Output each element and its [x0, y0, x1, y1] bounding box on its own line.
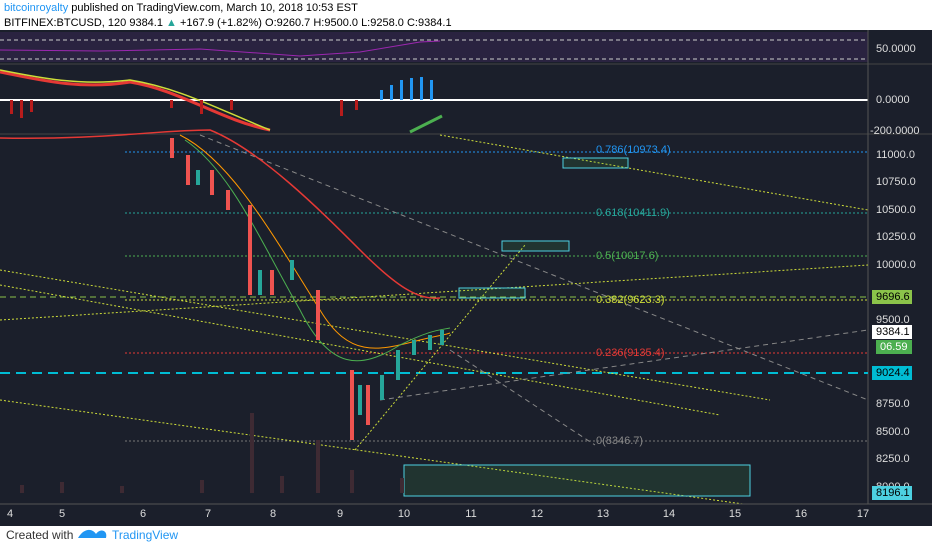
axis-label: 7 — [205, 508, 211, 520]
symbol: BITFINEX:BTCUSD, 120 — [4, 17, 127, 29]
fib-label: 0.5(10017.6) — [596, 250, 658, 262]
published: published on TradingView.com, March 10, … — [71, 2, 358, 14]
author[interactable]: bitcoinroyalty — [4, 2, 69, 14]
ma-mid — [179, 134, 451, 349]
axis-label: 11000.0 — [876, 149, 915, 161]
macd-histogram — [10, 100, 358, 118]
price-tag: 9384.1 — [876, 326, 910, 338]
price-tag: 9024.4 — [876, 367, 910, 379]
brand-logo — [78, 529, 107, 538]
symbol-line: BITFINEX:BTCUSD, 120 9384.1 ▲ +167.9 (+1… — [4, 17, 452, 29]
axis-label: 17 — [857, 508, 869, 520]
price-tag: 9696.6 — [876, 291, 910, 303]
axis-label: 10250.0 — [876, 231, 916, 243]
price-tag: 06.59 — [880, 341, 908, 353]
close: C:9384.1 — [406, 17, 452, 29]
axis-label: 10000.0 — [876, 259, 916, 271]
tag-bg — [876, 340, 912, 354]
brand-name[interactable]: TradingView — [112, 528, 178, 542]
signal-line — [0, 69, 271, 131]
axis-label: 8 — [270, 508, 276, 520]
volume-bars — [20, 413, 404, 493]
ma-fast — [184, 139, 451, 362]
axis-label: 15 — [729, 508, 741, 520]
target-boxes — [403, 157, 751, 497]
ma-slow — [0, 129, 441, 299]
trend-lines — [0, 134, 869, 506]
axis-label: 8250.0 — [876, 453, 910, 465]
open: O:9260.7 — [265, 17, 311, 29]
fib-label: 0.382(9623.3) — [596, 294, 665, 306]
footer-text: Created with — [6, 528, 73, 542]
tag-bg — [872, 486, 912, 500]
macd-line — [409, 114, 443, 134]
axis-label: 4 — [7, 508, 13, 520]
axis-label: 8500.0 — [876, 426, 910, 438]
axis-label: 9 — [337, 508, 343, 520]
projection-lines — [199, 134, 869, 446]
fib-label: 0.618(10411.9) — [596, 207, 670, 219]
tag-bg — [872, 290, 912, 304]
axis-label: 5 — [59, 508, 65, 520]
rsi-line — [0, 40, 441, 57]
axis-label: 9500.0 — [876, 314, 910, 326]
time-axis: 4 5 6 7 8 9 10 11 12 13 14 15 16 17 — [7, 508, 869, 520]
tag-bg — [872, 366, 912, 380]
chart: 0.786(10973.4) 0.618(10411.9) 0.5(10017.… — [0, 30, 932, 542]
rsi-panel — [0, 32, 868, 62]
axis-label: 13 — [597, 508, 609, 520]
axis-label: 10750.0 — [876, 176, 916, 188]
axis-label: 11 — [465, 508, 476, 520]
axis-label: 0.0000 — [876, 94, 910, 106]
axis-label: 10500.0 — [876, 204, 916, 216]
fib-label: 0.786(10973.4) — [596, 144, 671, 156]
fib-label: 0.236(9135.4) — [596, 347, 665, 359]
publish-line: bitcoinroyalty published on TradingView.… — [4, 2, 358, 14]
background — [0, 30, 932, 525]
macd-line — [0, 70, 271, 132]
axis-label: 14 — [663, 508, 675, 520]
tag-bg — [872, 325, 912, 339]
macd-histogram — [380, 77, 433, 100]
change: +167.9 (+1.82%) — [180, 17, 262, 29]
axis-label: 50.0000 — [876, 43, 916, 55]
last: 9384.1 — [129, 17, 163, 29]
axis-label: 10 — [398, 508, 410, 520]
axis-label: 16 — [795, 508, 807, 520]
axis-label: 12 — [531, 508, 543, 520]
fib-label: 0(8346.7) — [596, 435, 643, 447]
low: L:9258.0 — [361, 17, 404, 29]
price-tag: 8196.1 — [876, 487, 910, 499]
axis-label: -200.0000 — [870, 125, 920, 137]
time-axis-bg — [0, 504, 932, 526]
up-arrow: ▲ — [166, 17, 177, 29]
axis-label: 8750.0 — [876, 398, 910, 410]
axis-label: 6 — [140, 508, 146, 520]
indicator-axis: 50.0000 0.0000 -200.0000 — [870, 43, 920, 137]
candles — [170, 138, 444, 440]
high: H:9500.0 — [313, 17, 358, 29]
